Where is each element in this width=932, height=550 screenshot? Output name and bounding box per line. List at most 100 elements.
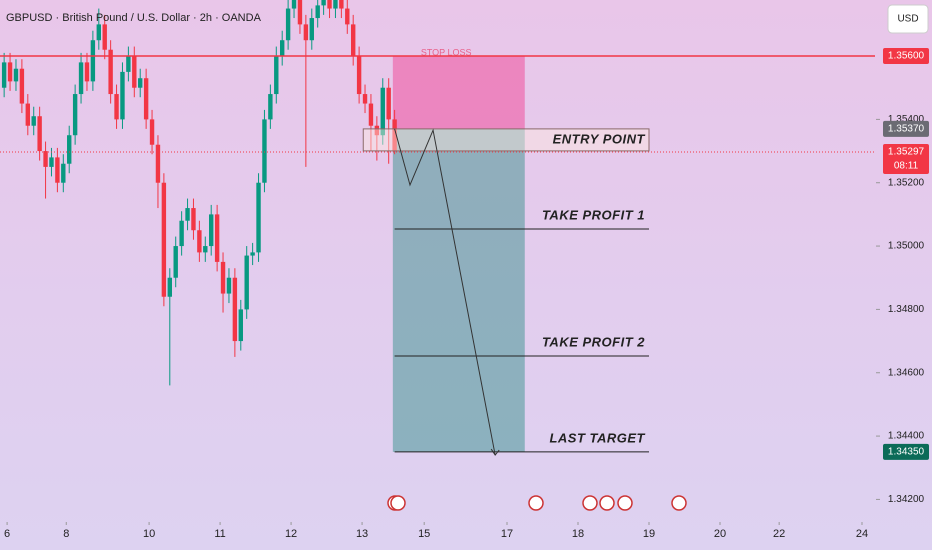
candle-body [49, 157, 54, 167]
candle-body [380, 87, 385, 136]
candle-body [203, 246, 208, 253]
x-tick-label: 22 [773, 528, 785, 540]
candle-body [126, 56, 131, 72]
candle-body [315, 5, 320, 19]
price-badge-countdown: 08:11 [894, 161, 919, 172]
price-badge [883, 48, 929, 65]
event-icons [387, 495, 687, 511]
candle-body [37, 116, 42, 152]
x-tick-label: 18 [572, 528, 584, 540]
projection-path [394, 128, 496, 456]
candle-body [1, 62, 7, 88]
candle-body [167, 277, 172, 297]
candle-body [291, 0, 297, 9]
candle-body [120, 71, 125, 120]
candle-body [13, 68, 19, 82]
candle-body [280, 40, 285, 57]
candle-body [114, 94, 119, 120]
x-tick-label: 17 [501, 528, 513, 540]
y-tick-label: 1.35400 [888, 114, 925, 125]
target-zone [392, 128, 525, 452]
candle-body [132, 56, 137, 88]
candle-body [78, 62, 84, 95]
price-badge [883, 120, 929, 137]
x-tick-label: 12 [285, 528, 297, 540]
candle-body [220, 261, 226, 294]
x-tick-label: 20 [714, 528, 726, 540]
projection-arrowhead [490, 448, 500, 456]
candle-body [238, 309, 243, 342]
candle-body [303, 24, 309, 41]
candle-body [333, 0, 338, 9]
price-badge [883, 443, 929, 460]
candle-body [356, 56, 362, 95]
x-tick-label: 11 [214, 528, 225, 540]
price-badge-label: 1.35297 [888, 147, 925, 158]
x-tick-label: 15 [418, 528, 430, 540]
candle-body [362, 94, 368, 104]
candle-body [96, 24, 101, 41]
candle-body [173, 246, 178, 278]
price-badge [883, 144, 929, 175]
level-label: TAKE PROFIT 1 [542, 207, 645, 222]
x-tick-label: 10 [143, 528, 155, 540]
candle-body [392, 119, 397, 152]
x-tick-label: 19 [643, 528, 655, 540]
candle-body [90, 40, 96, 82]
x-tick-label: 13 [356, 528, 368, 540]
y-tick-label: 1.35200 [888, 177, 925, 188]
candle-body [197, 230, 202, 253]
candle-body [55, 157, 60, 183]
candle-body [244, 255, 249, 310]
y-tick-label: 1.34200 [888, 494, 925, 505]
y-tick-label: 1.35000 [888, 241, 925, 252]
candle-body [149, 119, 155, 145]
currency-button[interactable] [887, 4, 929, 34]
candle-body [256, 182, 261, 253]
candle-body [185, 208, 190, 221]
candle-body [31, 116, 36, 126]
price-badge-label: 1.34350 [888, 447, 925, 458]
chart-title: GBPUSD · British Pound / U.S. Dollar · 2… [6, 12, 262, 24]
candle-body [25, 103, 31, 126]
candle-body [339, 0, 344, 9]
candle-body [61, 163, 66, 183]
candle-body [285, 8, 291, 41]
candle-body [7, 62, 13, 82]
price-badge-label: 1.35370 [888, 124, 925, 135]
candle-body [138, 78, 143, 88]
candle-body [161, 182, 167, 297]
stop-zone [392, 56, 525, 129]
level-label: LAST TARGET [549, 430, 645, 445]
candle-body [108, 49, 113, 95]
x-tick-label: 24 [856, 528, 868, 540]
entry-box [362, 128, 650, 152]
x-tick-label: 6 [4, 528, 10, 540]
candle-body [274, 56, 279, 95]
y-tick-label: 1.34400 [888, 431, 925, 442]
candle-body [309, 18, 314, 41]
candle-body [214, 214, 220, 262]
candle-body [262, 119, 267, 183]
candle-body [368, 103, 374, 126]
x-tick-label: 8 [63, 528, 69, 540]
candle-body [67, 135, 72, 164]
candle-body [350, 24, 356, 57]
plot-area: STOP LOSS ENTRY POINT TAKE PROFIT 1 TAKE PR… [0, 0, 875, 456]
candle-body [191, 208, 196, 231]
candle-body [250, 252, 255, 256]
level-label: ENTRY POINT [553, 131, 646, 146]
candle-body [143, 78, 149, 120]
candle-body [226, 277, 232, 294]
candle-body [297, 0, 303, 25]
candle-body [19, 68, 25, 104]
candle-body [155, 144, 161, 183]
candle-body [268, 94, 273, 120]
candle-body [209, 214, 214, 247]
candle-body [327, 0, 332, 9]
y-tick-label: 1.34800 [888, 304, 925, 315]
candle-body [386, 87, 391, 120]
candle-body [321, 0, 326, 6]
currency[interactable]: USD [897, 14, 918, 25]
